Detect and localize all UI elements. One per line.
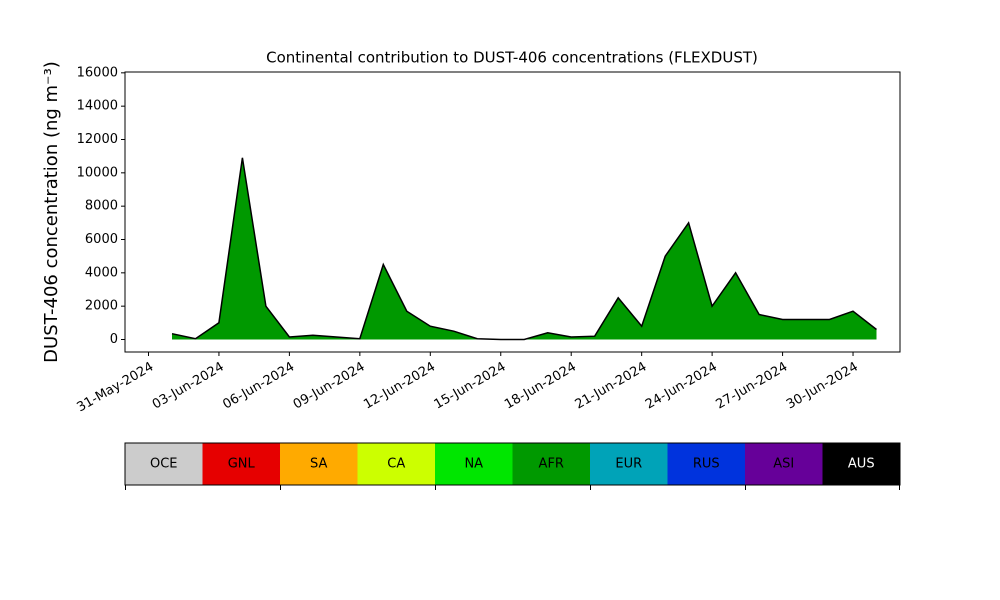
x-tick-label: 21-Jun-2024: [573, 360, 650, 413]
area: [172, 157, 877, 340]
colorbar-label: SA: [310, 457, 327, 472]
x-tick-label: 15-Jun-2024: [432, 360, 509, 413]
colorbar-frame: [124, 442, 901, 486]
colorbar-swatch: [512, 443, 590, 485]
y-tick-label: 8000: [85, 199, 118, 214]
colorbar-label: CA: [387, 457, 405, 472]
area-outline: [171, 157, 877, 341]
chart-title: Continental contribution to DUST-406 con…: [266, 49, 758, 67]
y-tick-label: 16000: [77, 65, 118, 80]
colorbar-swatch: [280, 443, 358, 485]
colorbar-label: AUS: [848, 457, 875, 472]
colorbar-label: EUR: [615, 457, 642, 472]
x-tick-label: 03-Jun-2024: [150, 360, 227, 413]
colorbar-swatch: [435, 443, 513, 485]
colorbar-swatch: [357, 443, 435, 485]
x-tick-label: 06-Jun-2024: [220, 360, 297, 413]
x-tick-label: 09-Jun-2024: [291, 360, 368, 413]
colorbar-label: RUS: [693, 457, 720, 472]
x-tick-label: 24-Jun-2024: [643, 360, 720, 413]
colorbar-swatch: [590, 443, 668, 485]
colorbar-label: GNL: [228, 457, 256, 472]
x-tick-label: 30-Jun-2024: [784, 360, 861, 413]
y-tick-label: 14000: [77, 99, 118, 114]
colorbar-ticks: [125, 485, 900, 490]
y-tick-label: 6000: [85, 232, 118, 247]
x-tick-label: 18-Jun-2024: [502, 360, 579, 413]
y-tick-label: 4000: [85, 265, 118, 280]
y-tick-label: 0: [110, 332, 118, 347]
plot-frame: [124, 71, 901, 353]
colorbar-swatch: [125, 443, 203, 485]
colorbar-label: OCE: [150, 457, 178, 472]
x-tick-label: 27-Jun-2024: [714, 360, 791, 413]
y-tick-label: 2000: [85, 299, 118, 314]
y-tick-label: 10000: [77, 165, 118, 180]
colorbar-swatch: [822, 443, 900, 485]
x-tick-label: 31-May-2024: [75, 360, 157, 416]
colorbar-swatch: [202, 443, 280, 485]
colorbar-label: NA: [464, 457, 483, 472]
colorbar-swatch: [745, 443, 823, 485]
colorbar-swatch: [667, 443, 745, 485]
colorbar-label: AFR: [539, 457, 564, 472]
x-tick-label: 12-Jun-2024: [361, 360, 438, 413]
y-tick-label: 12000: [77, 132, 118, 147]
colorbar-label: ASI: [773, 457, 794, 472]
y-axis-label: DUST-406 concentration (ng m⁻³): [41, 61, 62, 363]
